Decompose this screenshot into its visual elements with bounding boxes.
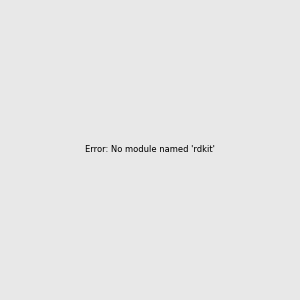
Text: Error: No module named 'rdkit': Error: No module named 'rdkit' — [85, 146, 215, 154]
